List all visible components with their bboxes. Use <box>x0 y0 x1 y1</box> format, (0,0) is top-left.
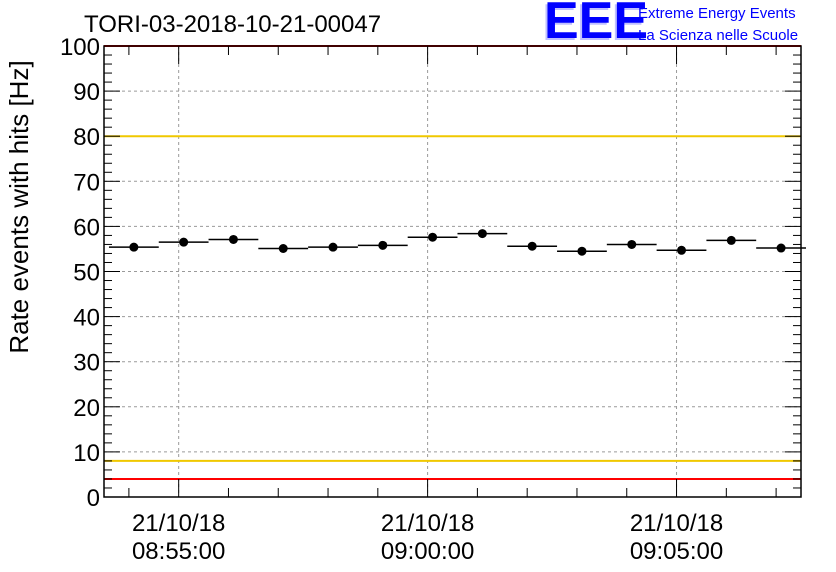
data-point <box>527 241 537 251</box>
eee-logo-mark: EEE <box>544 0 648 50</box>
x-tick-label-date: 21/10/18 <box>381 510 474 537</box>
eee-logo: EEE EEE Extreme Energy Events La Scienza… <box>542 0 798 52</box>
y-tick-label: 10 <box>73 440 100 467</box>
x-tick-label-time: 09:00:00 <box>381 538 474 565</box>
data-point <box>228 234 238 244</box>
logo-line-2: La Scienza nelle Scuole <box>638 27 798 44</box>
data-point <box>677 245 687 255</box>
y-tick-label: 100 <box>60 34 100 61</box>
data-point <box>428 232 438 242</box>
y-tick-label: 40 <box>73 305 100 332</box>
data-point <box>776 243 786 253</box>
y-tick-label: 50 <box>73 260 100 287</box>
logo-line-1: Extreme Energy Events <box>638 5 796 22</box>
grid <box>104 46 801 497</box>
data-point <box>179 237 189 247</box>
data-point <box>378 240 388 250</box>
y-tick-label: 0 <box>87 485 100 512</box>
data-point <box>328 242 338 252</box>
data-point <box>577 246 587 256</box>
reference-lines <box>104 45 801 480</box>
axes: 010203040506070809010021/10/1808:55:0021… <box>60 34 802 565</box>
x-tick-label-date: 21/10/18 <box>630 510 723 537</box>
y-tick-label: 90 <box>73 79 100 106</box>
data-point <box>477 229 487 239</box>
data-points <box>108 229 806 256</box>
y-tick-label: 60 <box>73 214 100 241</box>
y-tick-label: 70 <box>73 169 100 196</box>
y-tick-label: 30 <box>73 350 100 377</box>
y-tick-label: 80 <box>73 124 100 151</box>
x-tick-label-time: 08:55:00 <box>132 538 225 565</box>
x-tick-label-date: 21/10/18 <box>132 510 225 537</box>
data-point <box>129 242 139 252</box>
data-point <box>726 235 736 245</box>
eee-logo-shadow: EEE <box>542 0 646 52</box>
chart-title: TORI-03-2018-10-21-00047 <box>84 11 381 38</box>
y-axis-title: Rate events with hits [Hz] <box>4 60 34 353</box>
y-tick-label: 20 <box>73 395 100 422</box>
data-point <box>278 243 288 253</box>
data-point <box>627 239 637 249</box>
x-tick-label-time: 09:05:00 <box>630 538 723 565</box>
